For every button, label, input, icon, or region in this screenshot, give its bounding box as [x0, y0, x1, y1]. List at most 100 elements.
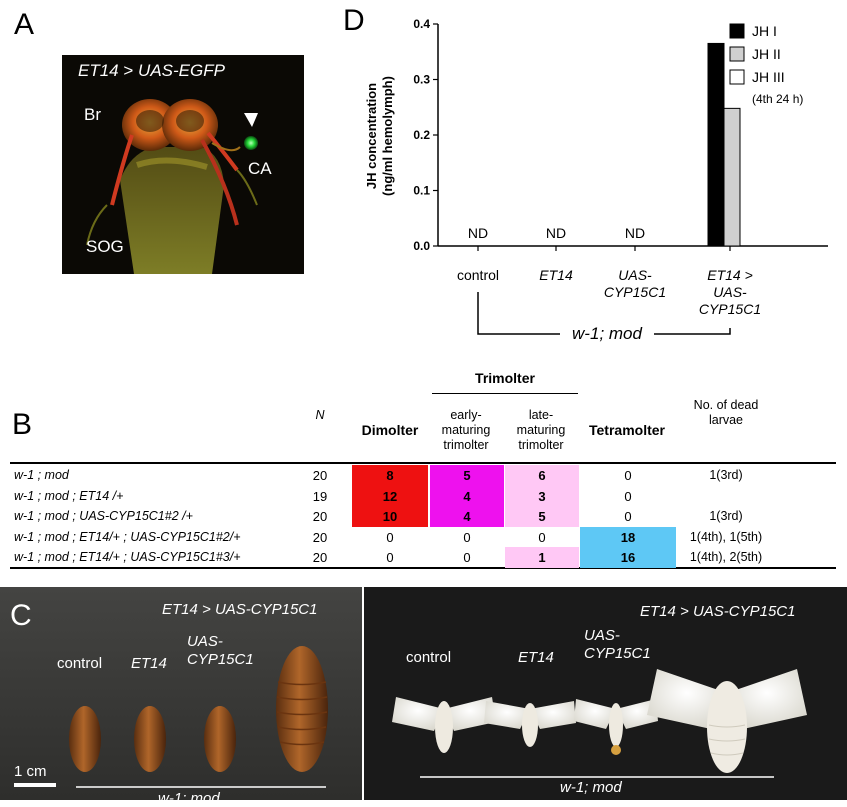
row-dead: 1(4th), 1(5th) — [689, 529, 763, 544]
row-tetra: 16 — [620, 550, 636, 565]
trimolter-rule — [432, 393, 578, 394]
row-genotype: w-1 ; mod ; ET14/+ ; UAS-CYP15C1#2/+ — [14, 529, 241, 544]
brain-fluorescence-image — [86, 99, 258, 274]
y-axis-label-line2: (ng/ml hemolymph) — [380, 76, 395, 196]
row-dimolter-fill — [352, 506, 428, 527]
col-n-header: N — [315, 408, 325, 422]
panel-a-micrograph: ET14 > UAS-EGFP Br CA SOG — [62, 55, 304, 274]
y-tick-label: 0.3 — [413, 73, 430, 87]
row-dimolter-fill — [352, 465, 428, 486]
c-right-uas: UAS- CYP15C1 — [584, 627, 651, 662]
row-genotype: w-1 ; mod ; ET14/+ ; UAS-CYP15C1#3/+ — [14, 550, 241, 564]
col-early-header: early-maturing trimolter — [441, 408, 491, 452]
row-late-fill — [505, 465, 579, 486]
panel-b-label: B — [12, 408, 33, 441]
panel-c-moths-photo: ET14 > UAS-CYP15C1 control ET14 UAS- CYP1… — [364, 587, 847, 800]
nd-annotation: ND — [625, 225, 645, 241]
nd-annotation: ND — [468, 225, 488, 241]
c-left-et14: ET14 — [131, 655, 167, 672]
row-early: 4 — [463, 488, 471, 504]
y-tick-label: 0.2 — [413, 128, 430, 142]
c-right-et14: ET14 — [518, 649, 554, 666]
bracket-left — [477, 292, 560, 335]
c-right-control: control — [406, 649, 452, 666]
row-late-fill — [505, 547, 579, 568]
row-early-fill — [430, 485, 504, 506]
panel-a-label: A — [14, 8, 35, 41]
moths-image — [364, 587, 847, 800]
legend-label: JH III — [752, 69, 785, 85]
row-dead: 1(4th), 2(5th) — [689, 550, 763, 564]
table-top-rule — [10, 462, 836, 464]
c-right-title: ET14 > UAS-CYP15C1 — [640, 603, 796, 620]
bar-jh-ii — [723, 107, 741, 247]
row-late-fill — [505, 506, 579, 527]
row-dimolter: 10 — [382, 509, 398, 524]
y-tick-label: 0.1 — [413, 184, 430, 198]
row-late: 6 — [538, 468, 546, 483]
row-early: 0 — [463, 529, 471, 545]
x-category-label: ET14 > — [707, 267, 753, 283]
row-early: 0 — [463, 550, 471, 565]
row-tetra: 18 — [620, 529, 636, 545]
c-left-title: ET14 > UAS-CYP15C1 — [162, 601, 318, 618]
legend-swatch — [729, 23, 745, 39]
panel-a-title: ET14 > UAS-EGFP — [78, 61, 225, 80]
x-category-label: CYP15C1 — [699, 301, 761, 317]
row-genotype: w-1 ; mod — [14, 468, 69, 482]
c-right-genotype: w-1; mod — [560, 779, 622, 796]
y-tick-label: 0.4 — [413, 17, 430, 31]
legend-note: (4th 24 h) — [752, 92, 803, 106]
panel-c-pupae-photo: C ET14 > UAS-CYP15C1 control ET14 UAS- CY… — [0, 587, 362, 807]
row-early: 5 — [463, 468, 471, 483]
pupae-image — [0, 587, 362, 800]
row-dead: 1(3rd) — [709, 509, 743, 523]
row-tetra: 0 — [624, 509, 632, 524]
row-n: 20 — [312, 509, 328, 524]
row-tetra-fill — [580, 526, 676, 547]
table-bottom-rule — [10, 567, 836, 569]
nd-annotation: ND — [546, 225, 566, 241]
bar-jh-i — [707, 42, 725, 247]
panel-c-label: C — [10, 599, 32, 632]
x-category-label: UAS- — [618, 267, 652, 283]
bracket-label: w-1; mod — [572, 324, 642, 343]
row-dead: 1(3rd) — [709, 468, 743, 482]
ca-label: CA — [248, 159, 272, 178]
legend-swatch — [729, 69, 745, 85]
row-early-fill — [430, 465, 504, 486]
panel-d-label: D — [343, 4, 365, 37]
x-category-label: CYP15C1 — [604, 284, 666, 300]
row-genotype: w-1 ; mod ; UAS-CYP15C1#2 /+ — [14, 509, 193, 523]
row-tetra: 0 — [624, 468, 632, 483]
row-dimolter: 12 — [382, 488, 398, 504]
c-left-genotype: w-1; mod — [158, 790, 220, 807]
col-dimolter-header: Dimolter — [361, 422, 419, 438]
row-n: 20 — [312, 468, 328, 483]
row-dimolter-fill — [352, 485, 428, 506]
jh-concentration-chart: 0.0 0.1 0.2 0.3 0.4 JH concentration (ng/ml he… — [364, 17, 828, 343]
row-n: 20 — [312, 529, 328, 545]
row-early-fill — [430, 506, 504, 527]
row-n: 19 — [312, 488, 328, 504]
row-early: 4 — [463, 509, 471, 524]
row-dimolter: 0 — [386, 550, 394, 565]
row-tetra: 0 — [624, 488, 632, 504]
legend-label: JH II — [752, 46, 781, 62]
row-late: 5 — [538, 509, 546, 524]
panel-b-table: N Dimolter Trimolter early-maturing trimo… — [0, 360, 847, 585]
panel-d-chart: 0.0 0.1 0.2 0.3 0.4 JH concentration (ng/ml he… — [348, 8, 847, 353]
sog-label: SOG — [86, 237, 124, 256]
col-late-header: late-maturing trimolter — [516, 408, 566, 452]
row-dimolter: 0 — [386, 529, 394, 545]
row-late: 3 — [538, 488, 546, 504]
col-tetramolter-header: Tetramolter — [589, 422, 665, 438]
row-late: 1 — [538, 550, 546, 565]
br-label: Br — [84, 105, 101, 124]
bracket-right — [654, 328, 731, 335]
row-dimolter: 8 — [386, 468, 394, 483]
row-late: 0 — [538, 529, 546, 545]
row-late-fill — [505, 485, 579, 506]
row-genotype: w-1 ; mod ; ET14 /+ — [14, 488, 124, 503]
x-category-label: UAS- — [713, 284, 747, 300]
